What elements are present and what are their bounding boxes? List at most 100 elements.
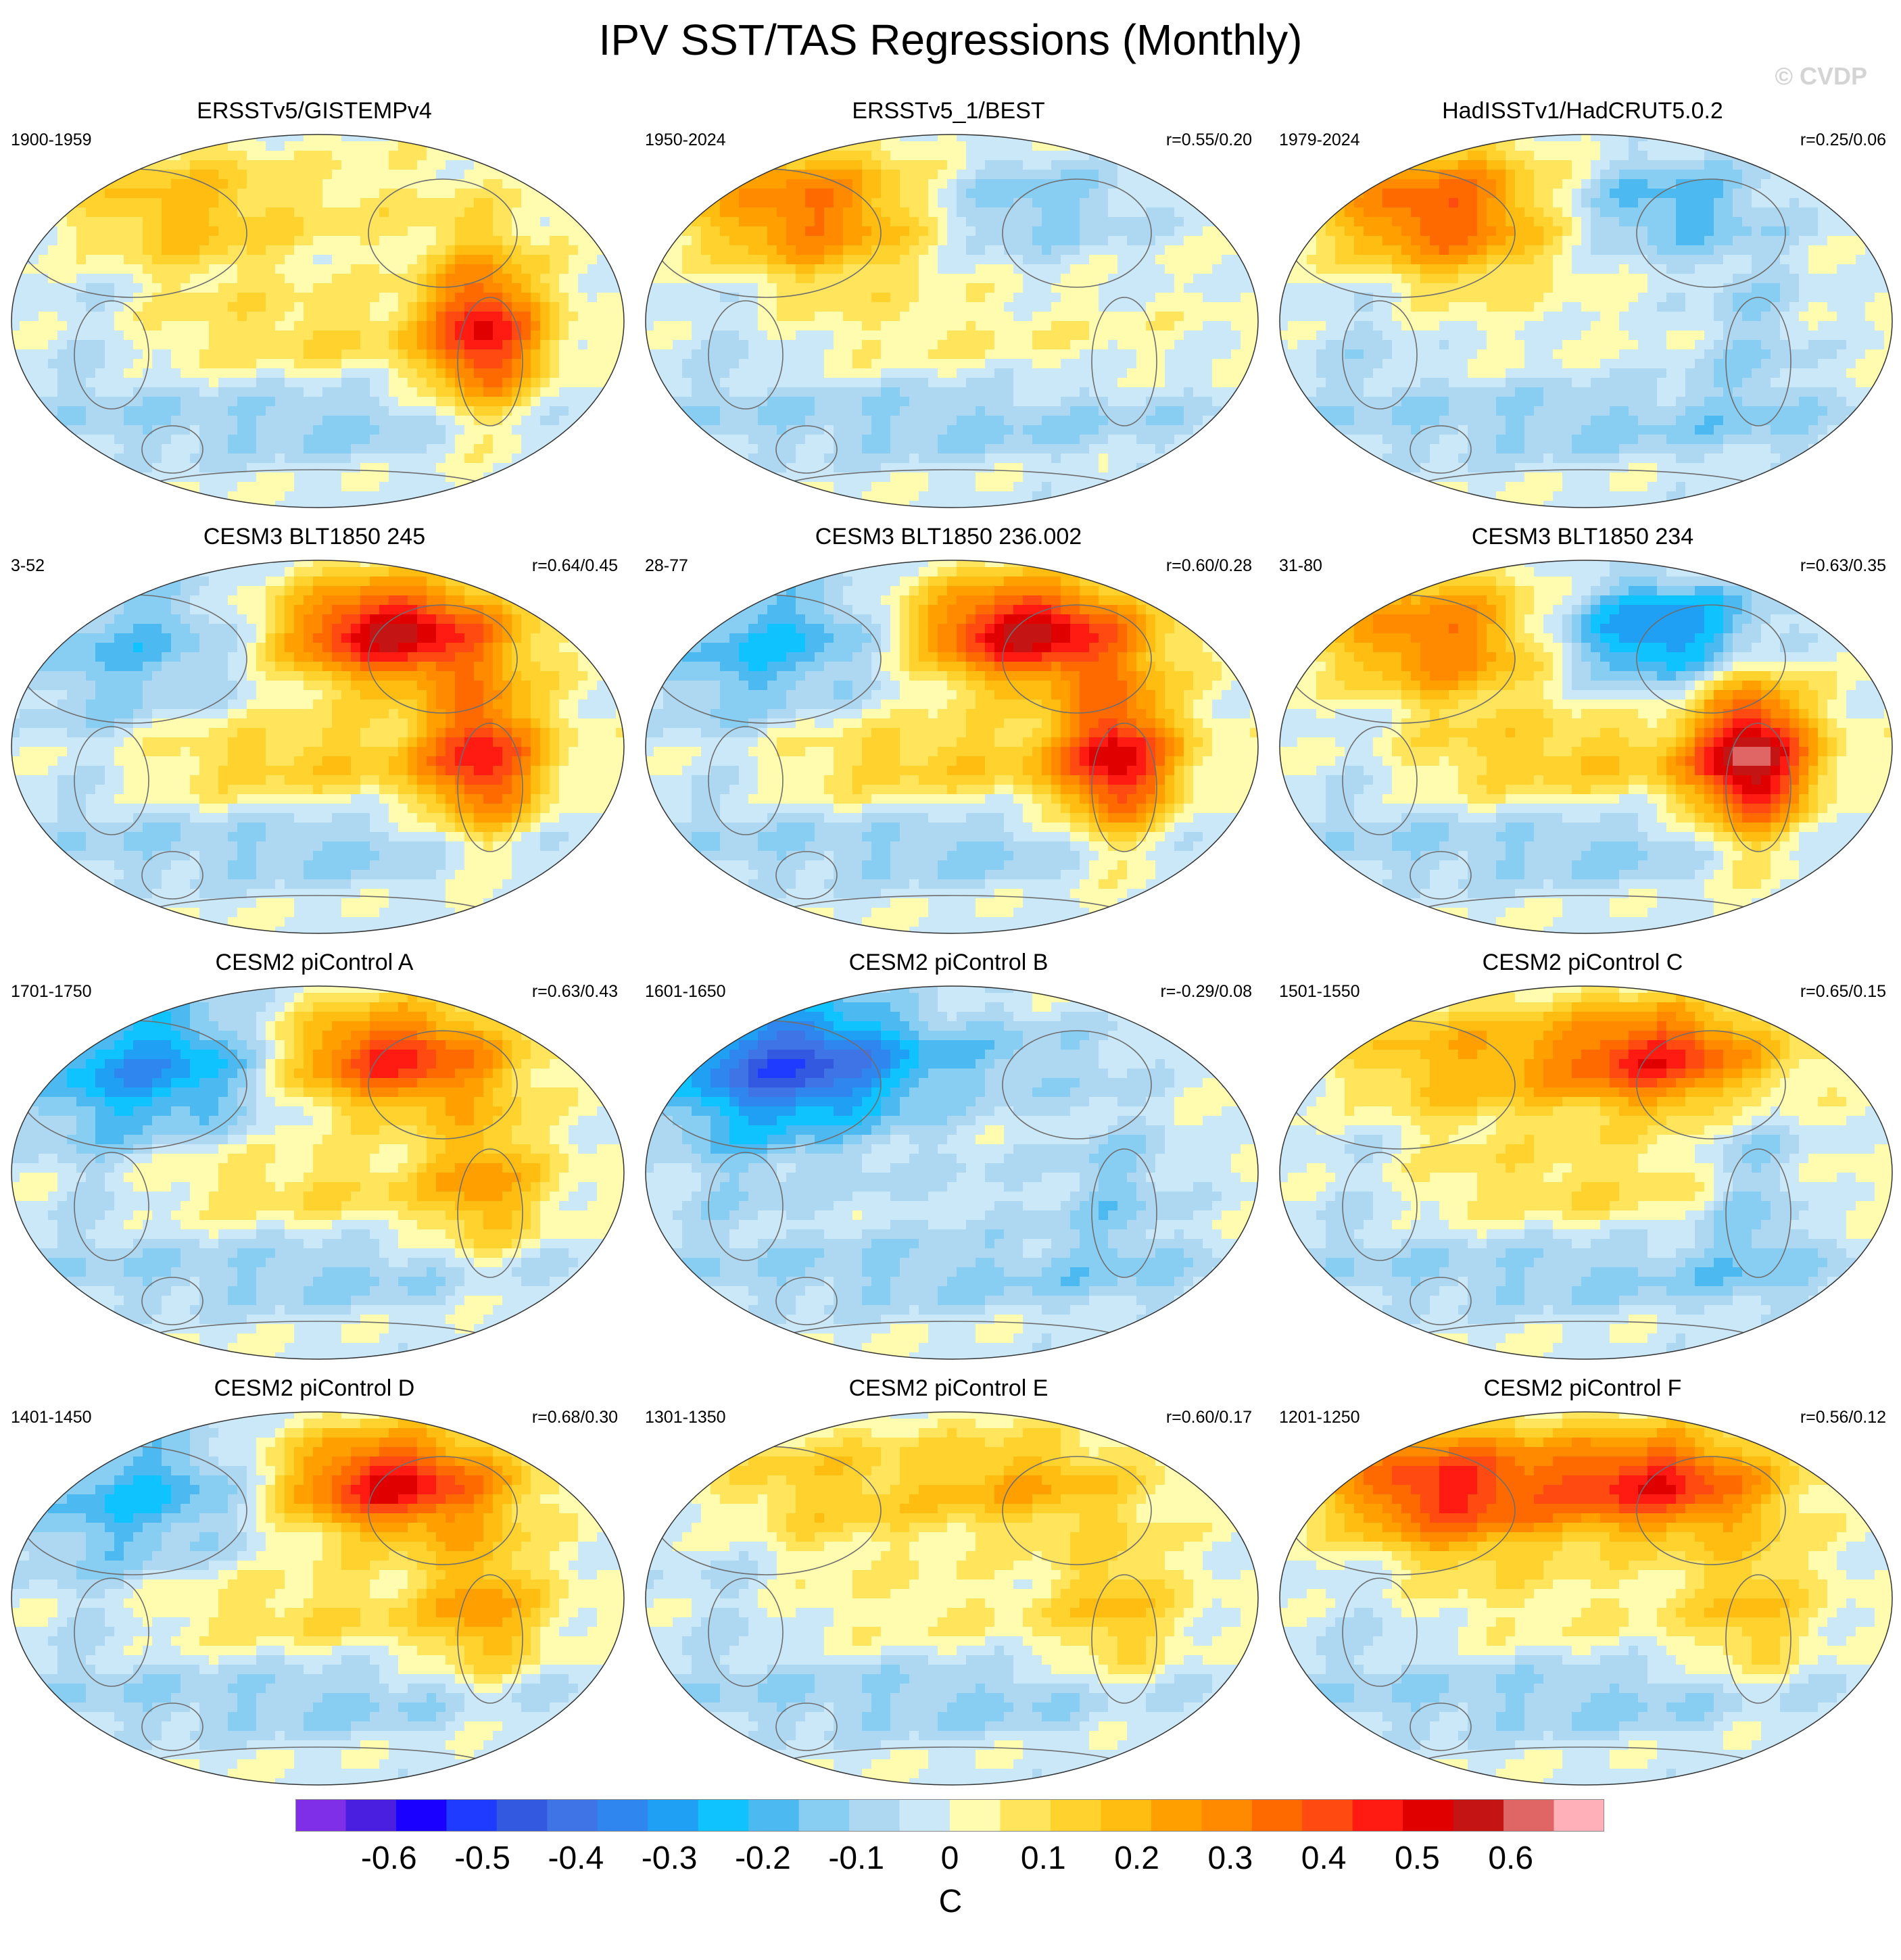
map-cell: [1013, 482, 1024, 492]
map-cell: [938, 245, 948, 255]
map-cell: [86, 236, 96, 246]
map-cell: [304, 312, 314, 322]
map-cell: [228, 444, 238, 454]
map-cell: [436, 170, 446, 180]
map-cell: [39, 349, 49, 360]
map-cell: [1013, 416, 1024, 426]
map-cell: [1638, 264, 1648, 274]
map-cell: [1004, 397, 1014, 407]
map-cell: [389, 264, 399, 274]
map-cell: [152, 198, 162, 208]
map-cell: [237, 141, 247, 151]
map-cell: [275, 264, 285, 274]
map-cell: [351, 378, 361, 388]
map-cell: [181, 160, 191, 170]
map-cell: [881, 236, 891, 246]
map-cell: [474, 349, 484, 360]
map-cell: [871, 141, 882, 151]
map-cell: [190, 274, 200, 284]
map-cell: [162, 179, 172, 189]
map-cell: [1515, 236, 1525, 246]
map-cell: [1174, 207, 1184, 218]
map-cell: [559, 198, 569, 208]
map-cell: [370, 134, 380, 142]
map-cell: [786, 349, 796, 360]
map-cell: [417, 217, 427, 227]
map-cell: [389, 312, 399, 322]
map-cell: [900, 435, 910, 445]
map-cell: [890, 283, 900, 293]
map-cell: [606, 255, 617, 265]
map-cell: [379, 151, 389, 161]
map-cell: [1241, 283, 1251, 293]
map-cell: [777, 368, 787, 378]
map-cell: [370, 198, 380, 208]
map-cell: [389, 463, 399, 473]
map-cell: [389, 226, 399, 237]
map-cell: [994, 236, 1005, 246]
map-cell: [1032, 330, 1042, 341]
map-cell: [1099, 378, 1109, 388]
map-cell: [881, 435, 891, 445]
map-cell: [446, 349, 456, 360]
map-cell: [275, 416, 285, 426]
map-cell: [114, 189, 124, 199]
map-cell: [786, 359, 796, 369]
map-cell: [834, 330, 844, 341]
map-cell: [266, 264, 276, 274]
map-cell: [758, 217, 768, 227]
map-cell: [646, 302, 654, 312]
map-cell: [521, 302, 531, 312]
map-cell: [1023, 406, 1033, 416]
map-cell: [663, 274, 673, 284]
map-cell: [578, 302, 588, 312]
map-cell: [966, 330, 976, 341]
map-cell: [285, 283, 295, 293]
map-cell: [379, 170, 389, 180]
map-cell: [692, 245, 702, 255]
map-cell: [464, 397, 475, 407]
map-cell: [1023, 482, 1033, 492]
map-cell: [417, 416, 427, 426]
map-cell: [493, 359, 503, 369]
map-cell: [398, 245, 408, 255]
map-cell: [1723, 226, 1733, 237]
map-cell: [796, 302, 806, 312]
map-cell: [256, 444, 266, 454]
map-cell: [1364, 198, 1374, 208]
map-cell: [408, 359, 418, 369]
map-cell: [843, 406, 853, 416]
map-cell: [275, 435, 285, 445]
map-cell: [909, 245, 919, 255]
map-cell: [559, 321, 569, 331]
map-cell: [1629, 179, 1639, 189]
map-cell: [748, 435, 759, 445]
map-cell: [805, 349, 815, 360]
map-cell: [1042, 397, 1052, 407]
map-cell: [938, 368, 948, 378]
map-cell: [521, 226, 531, 237]
map-cell: [1051, 198, 1061, 208]
map-cell: [304, 359, 314, 369]
map-cell: [843, 330, 853, 341]
map-cell: [199, 330, 210, 341]
map-cell: [748, 189, 759, 199]
map-cell: [985, 141, 995, 151]
map-cell: [796, 217, 806, 227]
map-cell: [124, 274, 134, 284]
map-cell: [1875, 255, 1885, 265]
map-cell: [559, 226, 569, 237]
map-cell: [1496, 226, 1506, 237]
map-cell: [29, 274, 39, 284]
map-cell: [417, 340, 427, 350]
map-cell: [408, 378, 418, 388]
map-cell: [228, 217, 238, 227]
map-cell: [1543, 179, 1554, 189]
map-cell: [1524, 170, 1535, 180]
map-cell: [985, 134, 995, 142]
map-cell: [767, 274, 777, 284]
map-cell: [909, 151, 919, 161]
map-cell: [890, 236, 900, 246]
map-cell: [1714, 170, 1724, 180]
map-cell: [1174, 349, 1184, 360]
